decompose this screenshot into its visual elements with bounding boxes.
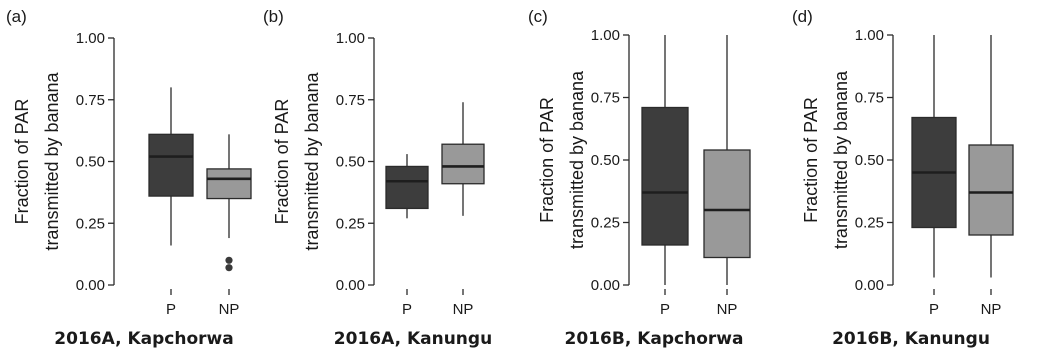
box-np xyxy=(703,35,751,285)
y-tick-label: 0.25 xyxy=(336,215,365,232)
y-tick-label: 0.00 xyxy=(76,277,105,294)
y-tick-label: 0.50 xyxy=(76,154,105,171)
iqr-box xyxy=(385,165,429,210)
y-tick-label: 1.00 xyxy=(76,30,105,47)
y-axis-label: transmitted by banana xyxy=(302,71,322,250)
y-tick-label: 0.25 xyxy=(855,215,884,232)
x-axis-title: 2016B, Kanungu xyxy=(832,329,990,349)
y-tick-label: 0.00 xyxy=(336,277,365,294)
box-p xyxy=(641,35,689,285)
panel-label: (a) xyxy=(6,7,27,26)
outlier-point xyxy=(225,256,233,264)
x-tick-label: P xyxy=(402,301,412,318)
x-axis-title: 2016A, Kanungu xyxy=(334,329,492,349)
y-axis-label: Fraction of PAR xyxy=(801,97,821,223)
box-p xyxy=(385,154,429,219)
panel-label: (b) xyxy=(263,7,284,26)
chart-panel-2: (b) 0.00 0.25 0.50 0.75 1.00 Fraction of PAR tr… xyxy=(263,7,492,349)
y-axis-label: transmitted by banana xyxy=(831,70,851,249)
chart-panel-1: (a) 0.00 0.25 0.50 0.75 1.00 Fraction of PAR tr… xyxy=(6,7,252,349)
x-tick-label: P xyxy=(166,301,176,318)
iqr-box xyxy=(968,144,1014,236)
box-np xyxy=(968,35,1014,278)
y-tick-label: 0.75 xyxy=(76,92,105,109)
x-tick-label: NP xyxy=(219,301,240,318)
y-tick-label: 0.00 xyxy=(591,277,620,294)
y-axis-label: transmitted by banana xyxy=(567,70,587,249)
x-axis-title: 2016A, Kapchorwa xyxy=(54,329,233,349)
x-tick-label: NP xyxy=(453,301,474,318)
y-tick-label: 0.75 xyxy=(591,90,620,107)
chart-panel-3: (c) 0.00 0.25 0.50 0.75 1.00 Fraction of PAR tr… xyxy=(528,7,751,349)
box-p xyxy=(911,35,957,278)
y-tick-label: 0.75 xyxy=(336,92,365,109)
y-tick-label: 0.50 xyxy=(336,154,365,171)
panel-label: (d) xyxy=(792,7,813,26)
box-np xyxy=(441,102,485,216)
y-tick-label: 1.00 xyxy=(336,30,365,47)
iqr-box xyxy=(206,168,252,200)
y-axis-label: transmitted by banana xyxy=(42,71,62,250)
y-tick-label: 1.00 xyxy=(855,27,884,44)
outlier-point xyxy=(225,264,233,272)
panel-label: (c) xyxy=(528,7,548,26)
chart-panel-4: (d) 0.00 0.25 0.50 0.75 1.00 Fraction of PAR tr… xyxy=(792,7,1014,349)
iqr-box xyxy=(703,149,751,259)
x-tick-label: P xyxy=(660,301,670,318)
box-np xyxy=(206,134,252,272)
iqr-box xyxy=(441,143,485,185)
y-tick-label: 1.00 xyxy=(591,27,620,44)
box-p xyxy=(148,87,194,246)
y-tick-label: 0.00 xyxy=(855,277,884,294)
y-axis-label: Fraction of PAR xyxy=(12,99,32,225)
y-tick-label: 0.50 xyxy=(855,152,884,169)
y-tick-label: 0.25 xyxy=(591,215,620,232)
y-tick-label: 0.50 xyxy=(591,152,620,169)
x-tick-label: NP xyxy=(981,301,1002,318)
x-axis-title: 2016B, Kapchorwa xyxy=(565,329,744,349)
y-tick-label: 0.75 xyxy=(855,90,884,107)
x-tick-label: NP xyxy=(717,301,738,318)
y-axis-label: Fraction of PAR xyxy=(272,99,292,225)
iqr-box xyxy=(641,106,689,246)
iqr-box xyxy=(148,133,194,197)
y-axis-label: Fraction of PAR xyxy=(537,97,557,223)
y-tick-label: 0.25 xyxy=(76,215,105,232)
x-tick-label: P xyxy=(929,301,939,318)
